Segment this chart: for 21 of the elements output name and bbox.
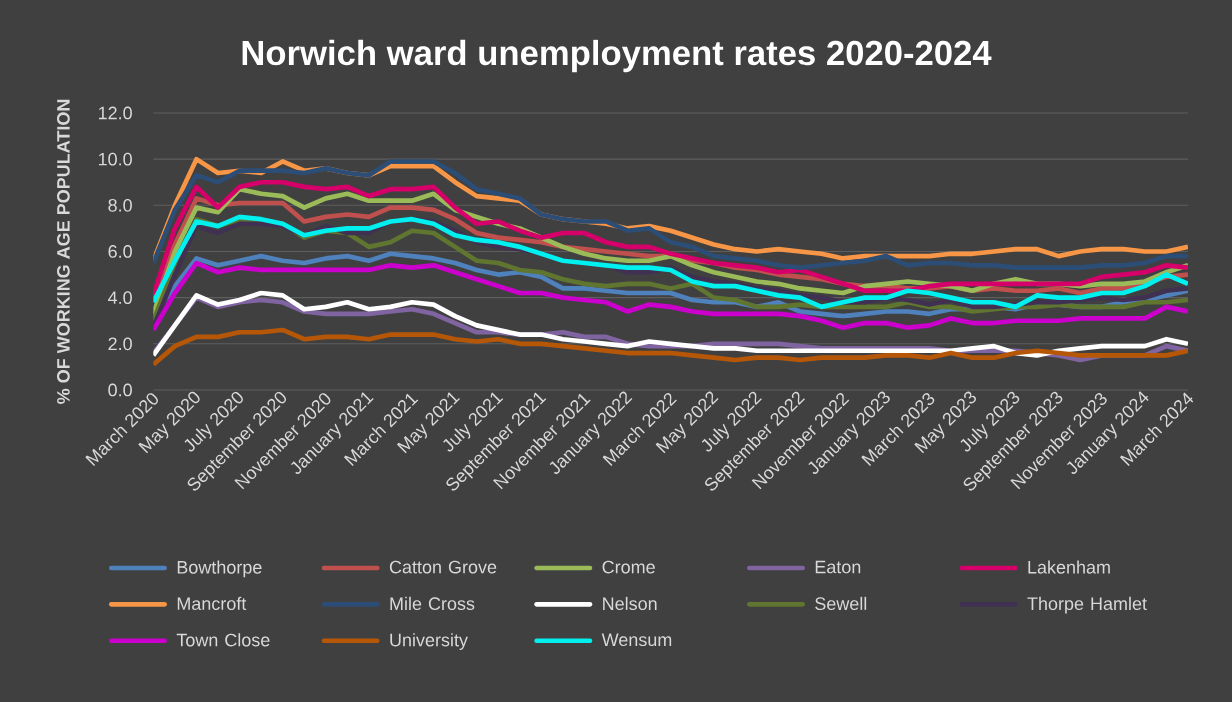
legend-label: Mancroft bbox=[177, 596, 247, 611]
legend-label: University bbox=[390, 633, 468, 650]
y-tick-label: 2.0 bbox=[108, 337, 132, 351]
legend-label: Crome bbox=[602, 560, 655, 574]
chart-title: Norwich ward unemployment rates 2020-2024 bbox=[242, 39, 992, 73]
legend-label: Thorpe Hamlet bbox=[1027, 596, 1147, 614]
legend-label: Lakenham bbox=[1028, 560, 1110, 574]
y-tick-label: 12.0 bbox=[98, 106, 132, 120]
legend-label: Wensum bbox=[601, 633, 672, 647]
legend-label: Nelson bbox=[603, 596, 657, 611]
legend-label: Catton Grove bbox=[389, 560, 497, 574]
legend-label: Sewell bbox=[815, 596, 867, 611]
y-axis-title: % OF WORKING AGE POPULATION bbox=[57, 99, 70, 404]
y-tick-label: 4.0 bbox=[108, 291, 132, 305]
legend-label: Town Close bbox=[176, 633, 270, 647]
y-tick-label: 10.0 bbox=[98, 152, 132, 166]
legend-label: Mile Cross bbox=[390, 596, 475, 611]
y-tick-label: 6.0 bbox=[108, 245, 132, 258]
y-tick-label: 8.0 bbox=[108, 198, 132, 212]
legend-label: Eaton bbox=[815, 560, 861, 574]
legend-label: Bowthorpe bbox=[177, 560, 262, 578]
